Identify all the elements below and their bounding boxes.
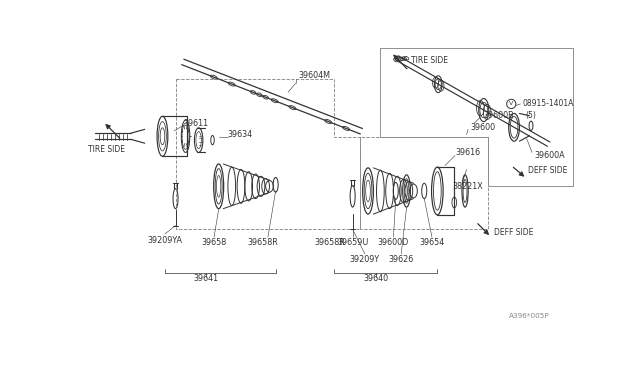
- Text: 39658: 39658: [202, 238, 227, 247]
- Text: A396*005P: A396*005P: [509, 313, 550, 319]
- Text: 39654: 39654: [419, 238, 445, 247]
- Text: 39209Y: 39209Y: [350, 255, 380, 264]
- Text: 08915-1401A: 08915-1401A: [522, 99, 573, 108]
- Text: 39611: 39611: [183, 119, 209, 128]
- Text: DEFF SIDE: DEFF SIDE: [528, 166, 568, 176]
- Text: 39604M: 39604M: [299, 71, 331, 80]
- Text: 39600A: 39600A: [534, 151, 565, 160]
- Text: 39600B: 39600B: [484, 111, 514, 120]
- Text: 39600: 39600: [470, 122, 495, 132]
- Text: TIRE SIDE: TIRE SIDE: [411, 55, 448, 64]
- Text: 39600D: 39600D: [378, 238, 409, 247]
- Text: 39658R: 39658R: [247, 238, 278, 247]
- Text: TIRE SIDE: TIRE SIDE: [88, 145, 125, 154]
- Text: 39634: 39634: [228, 130, 253, 139]
- Text: 38221X: 38221X: [452, 182, 483, 191]
- Text: 39640: 39640: [363, 274, 388, 283]
- Text: 39641: 39641: [194, 274, 219, 283]
- Text: 39616: 39616: [455, 148, 480, 157]
- Text: 39626: 39626: [388, 255, 414, 264]
- Text: DEFF SIDE: DEFF SIDE: [493, 228, 533, 237]
- Text: 39658R: 39658R: [314, 238, 345, 247]
- Text: 39659U: 39659U: [337, 238, 369, 247]
- Text: V: V: [509, 102, 513, 106]
- Text: 39209YA: 39209YA: [147, 236, 182, 245]
- Text: (5): (5): [525, 111, 536, 120]
